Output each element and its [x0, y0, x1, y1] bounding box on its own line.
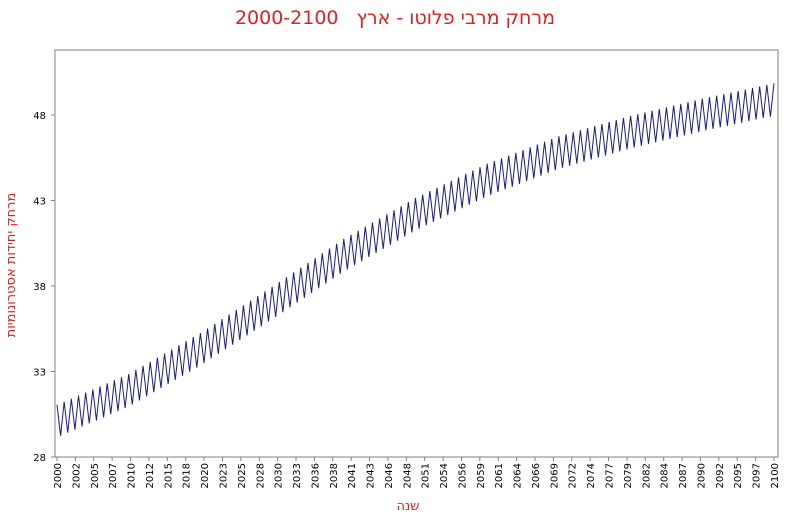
- x-tick-label: 2069: [549, 463, 560, 488]
- x-tick-label: 2079: [623, 463, 634, 488]
- x-tick-label: 2072: [568, 463, 579, 488]
- x-tick-label: 2056: [457, 463, 468, 488]
- x-tick-label: 2012: [145, 463, 156, 488]
- x-tick-label: 2010: [127, 463, 138, 488]
- x-tick-label: 2036: [310, 463, 321, 488]
- x-tick-label: 2064: [513, 463, 524, 488]
- x-tick-label: 2100: [770, 463, 781, 488]
- x-tick-label: 2059: [476, 463, 487, 488]
- x-tick-label: 2002: [71, 463, 82, 488]
- x-tick-label: 2033: [292, 463, 303, 488]
- x-tick-label: 2005: [90, 463, 101, 488]
- x-tick-label: 2041: [347, 463, 358, 488]
- y-tick-label: 48: [33, 111, 46, 122]
- x-tick-label: 2023: [218, 463, 229, 488]
- y-axis-label: מרחק יחידות אסטרונומיות: [4, 193, 19, 338]
- y-tick-label: 28: [33, 453, 46, 464]
- x-tick-label: 2084: [660, 463, 671, 488]
- x-tick-label: 2048: [402, 463, 413, 488]
- x-tick-label: 2030: [274, 463, 285, 488]
- plot-frame: [54, 49, 779, 458]
- x-tick-label: 2097: [752, 463, 763, 488]
- x-tick-label: 2018: [182, 463, 193, 488]
- y-tick-label: 33: [33, 367, 46, 378]
- y-tick-label: 43: [33, 196, 46, 207]
- x-tick-label: 2046: [384, 463, 395, 488]
- x-axis-label: שנה: [397, 499, 420, 514]
- y-tick-label: 38: [33, 282, 46, 293]
- x-tick-label: 2054: [439, 463, 450, 488]
- x-tick-label: 2087: [678, 463, 689, 488]
- x-tick-label: 2077: [605, 463, 616, 488]
- x-tick-label: 2051: [421, 463, 432, 488]
- chart-title: מרחק מרבי פלוטו - ארץ 2000-2100: [235, 7, 555, 29]
- x-tick-label: 2028: [255, 463, 266, 488]
- x-tick-label: 2090: [696, 463, 707, 488]
- x-tick-label: 2082: [641, 463, 652, 488]
- x-tick-label: 2025: [237, 463, 248, 488]
- x-tick-label: 2092: [715, 463, 726, 488]
- x-tick-label: 2000: [53, 463, 64, 488]
- x-tick-label: 2020: [200, 463, 211, 488]
- x-tick-label: 2015: [163, 463, 174, 488]
- x-tick-label: 2074: [586, 463, 597, 488]
- x-tick-label: 2007: [108, 463, 119, 488]
- data-line: [56, 83, 775, 436]
- x-tick-label: 2095: [733, 463, 744, 488]
- x-tick-label: 2066: [531, 463, 542, 488]
- x-tick-label: 2043: [366, 463, 377, 488]
- x-tick-label: 2061: [494, 463, 505, 488]
- x-tick-label: 2038: [329, 463, 340, 488]
